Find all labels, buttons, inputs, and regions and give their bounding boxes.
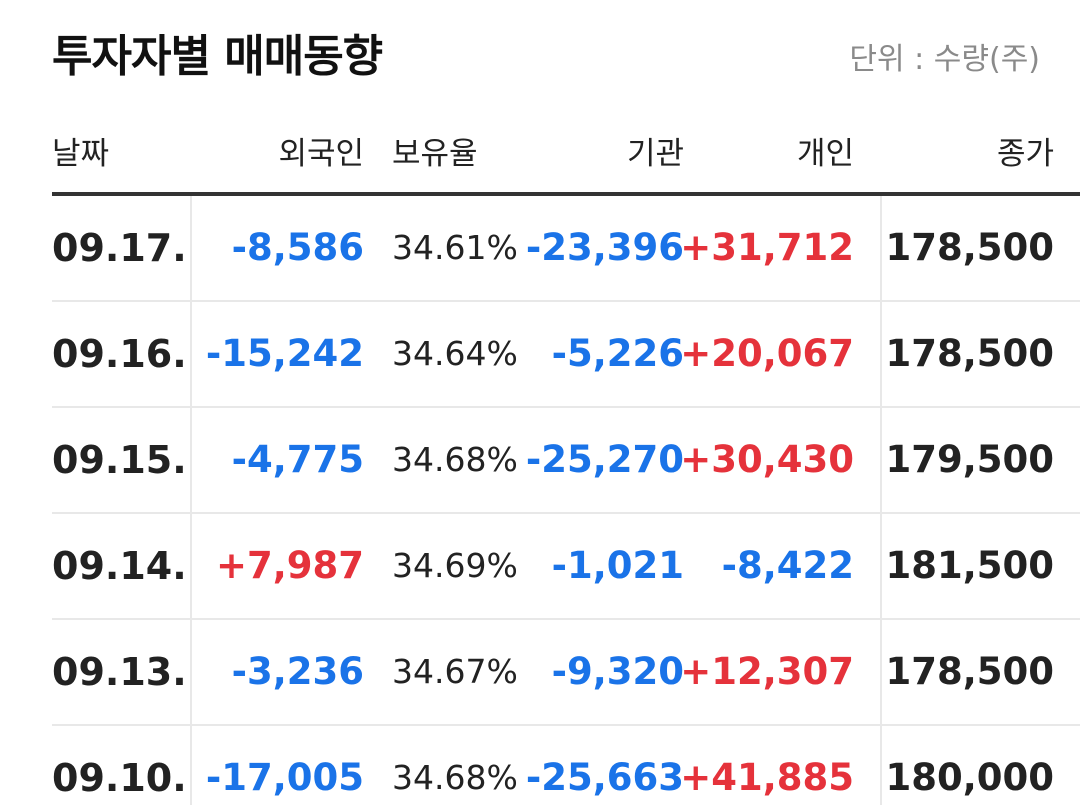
ratio-cell: 34.68% [392,440,518,479]
close-price-cell: 180,000 [885,756,1054,799]
column-divider [190,726,192,805]
foreign-cell: -15,242 [205,332,364,375]
institution-cell: -25,663 [525,756,684,799]
institution-cell: -23,396 [525,226,684,269]
date-cell: 09.10. [52,756,187,800]
date-cell: 09.13. [52,650,187,694]
institution-cell: -9,320 [551,650,684,693]
table-row: 09.17. -8,586 34.61% -23,396 +31,712 178… [52,196,1080,302]
ratio-cell: 34.67% [392,652,518,691]
foreign-cell: +7,987 [215,544,364,587]
table-row: 09.15. -4,775 34.68% -25,270 +30,430 179… [52,408,1080,514]
foreign-cell: -17,005 [205,756,364,799]
column-header-foreign: 외국인 [278,136,364,172]
individual-cell: +20,067 [680,332,854,375]
trading-table: 09.17. -8,586 34.61% -23,396 +31,712 178… [52,196,1080,805]
table-header: 날짜 외국인 보유율 기관 개인 종가 [52,128,1080,196]
institution-cell: -25,270 [525,438,684,481]
table-row: 09.10. -17,005 34.68% -25,663 +41,885 18… [52,726,1080,805]
individual-cell: -8,422 [721,544,854,587]
column-header-close: 종가 [996,136,1054,172]
close-price-cell: 178,500 [885,226,1054,269]
column-divider [190,408,192,512]
date-cell: 09.17. [52,226,187,270]
close-price-cell: 178,500 [885,332,1054,375]
institution-cell: -1,021 [551,544,684,587]
column-divider [880,514,882,618]
table-row: 09.13. -3,236 34.67% -9,320 +12,307 178,… [52,620,1080,726]
column-divider [880,196,882,300]
column-header-ratio: 보유율 [392,136,478,172]
table-row: 09.14. +7,987 34.69% -1,021 -8,422 181,5… [52,514,1080,620]
column-divider [880,302,882,406]
column-divider [880,408,882,512]
date-cell: 09.16. [52,332,187,376]
individual-cell: +41,885 [680,756,854,799]
table-row: 09.16. -15,242 34.64% -5,226 +20,067 178… [52,302,1080,408]
close-price-cell: 181,500 [885,544,1054,587]
ratio-cell: 34.61% [392,228,518,267]
foreign-cell: -3,236 [231,650,364,693]
column-divider [190,514,192,618]
column-divider [190,196,192,300]
column-header-individual: 개인 [796,136,854,172]
column-divider [190,302,192,406]
date-cell: 09.15. [52,438,187,482]
foreign-cell: -8,586 [231,226,364,269]
column-divider [190,620,192,724]
date-cell: 09.14. [52,544,187,588]
page-title: 투자자별 매매동향 [52,31,383,82]
individual-cell: +31,712 [680,226,854,269]
foreign-cell: -4,775 [231,438,364,481]
column-header-institution: 기관 [626,136,684,172]
close-price-cell: 178,500 [885,650,1054,693]
individual-cell: +30,430 [680,438,854,481]
individual-cell: +12,307 [680,650,854,693]
column-divider [880,726,882,805]
institution-cell: -5,226 [551,332,684,375]
close-price-cell: 179,500 [885,438,1054,481]
ratio-cell: 34.69% [392,546,518,585]
column-divider [880,620,882,724]
unit-label: 단위 : 수량(주) [849,42,1040,77]
ratio-cell: 34.64% [392,334,518,373]
ratio-cell: 34.68% [392,758,518,797]
column-header-date: 날짜 [52,136,110,172]
